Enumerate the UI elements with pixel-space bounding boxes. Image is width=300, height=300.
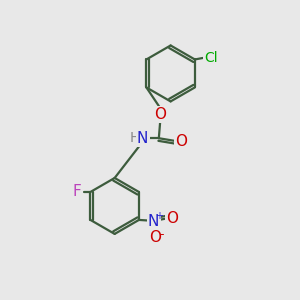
Text: -: - [160, 228, 164, 241]
Text: H: H [129, 131, 140, 145]
Text: +: + [155, 211, 163, 221]
Text: O: O [175, 134, 187, 149]
Text: O: O [154, 107, 166, 122]
Text: O: O [166, 211, 178, 226]
Text: Cl: Cl [204, 51, 218, 65]
Text: N: N [137, 131, 148, 146]
Text: N: N [148, 214, 159, 229]
Text: O: O [149, 230, 161, 245]
Text: F: F [73, 184, 82, 200]
